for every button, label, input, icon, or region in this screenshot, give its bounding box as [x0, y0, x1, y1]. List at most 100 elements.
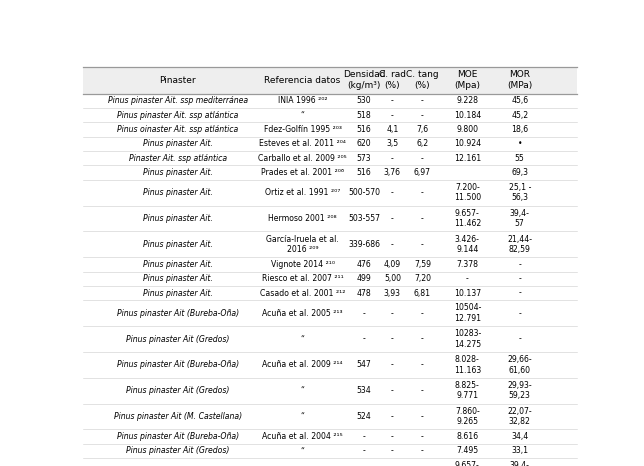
- Text: 518: 518: [357, 110, 372, 120]
- Text: 3,5: 3,5: [386, 139, 399, 148]
- Text: -: -: [391, 240, 394, 249]
- Text: 45,6: 45,6: [511, 96, 528, 105]
- Text: 4,1: 4,1: [386, 125, 399, 134]
- Text: Pinus pinaster Ait.: Pinus pinaster Ait.: [143, 214, 213, 223]
- Text: 524: 524: [357, 412, 372, 421]
- Text: 3.426-
9.144: 3.426- 9.144: [455, 234, 480, 254]
- Text: 573: 573: [357, 154, 372, 163]
- Text: 7.495: 7.495: [456, 446, 478, 455]
- Text: Hermoso 2001 ²⁰⁸: Hermoso 2001 ²⁰⁸: [269, 214, 337, 223]
- Text: 503-557: 503-557: [348, 214, 380, 223]
- Text: -: -: [421, 386, 424, 395]
- Text: 10283-
14.275: 10283- 14.275: [453, 329, 481, 349]
- Text: 478: 478: [357, 288, 372, 298]
- Text: 10.184: 10.184: [453, 110, 481, 120]
- Text: 530: 530: [357, 96, 372, 105]
- Text: -: -: [391, 432, 394, 441]
- Text: 10504-
12.791: 10504- 12.791: [453, 303, 481, 323]
- Text: Ortiz et al. 1991 ²⁰⁷: Ortiz et al. 1991 ²⁰⁷: [265, 188, 340, 197]
- Text: -: -: [421, 412, 424, 421]
- Text: Prades et al. 2001 ²⁰⁶: Prades et al. 2001 ²⁰⁶: [261, 168, 344, 177]
- Text: -: -: [518, 288, 521, 298]
- Text: -: -: [421, 335, 424, 343]
- Text: 55: 55: [515, 154, 525, 163]
- Text: 39,4-
57: 39,4- 57: [510, 461, 529, 466]
- Text: Pinus pinaster Ait.: Pinus pinaster Ait.: [143, 188, 213, 197]
- Text: 9.800: 9.800: [457, 125, 478, 134]
- Text: Pinus pinaster Ait (Bureba-Oña): Pinus pinaster Ait (Bureba-Oña): [117, 432, 239, 441]
- Text: 8.616: 8.616: [456, 432, 478, 441]
- Text: -: -: [391, 214, 394, 223]
- Text: MOR
(MPa): MOR (MPa): [507, 70, 533, 90]
- Text: -: -: [363, 432, 365, 441]
- Text: -: -: [363, 446, 365, 455]
- Text: Carballo et al. 2009 ²⁰⁵: Carballo et al. 2009 ²⁰⁵: [258, 154, 347, 163]
- Text: 8.825-
9.771: 8.825- 9.771: [455, 381, 480, 400]
- Text: 29,93-
59,23: 29,93- 59,23: [507, 381, 532, 400]
- Text: -: -: [421, 446, 424, 455]
- Text: -: -: [518, 274, 521, 283]
- Text: -: -: [421, 240, 424, 249]
- Text: C. tang
(%): C. tang (%): [406, 70, 439, 90]
- Text: Pinaster Ait. ssp atlántica: Pinaster Ait. ssp atlántica: [129, 154, 227, 163]
- Text: Referencia datos: Referencia datos: [265, 75, 341, 85]
- Text: -: -: [391, 154, 394, 163]
- Text: 516: 516: [357, 168, 372, 177]
- Text: Acuña et al. 2004 ²¹⁵: Acuña et al. 2004 ²¹⁵: [262, 432, 343, 441]
- Text: 7.200-
11.500: 7.200- 11.500: [454, 183, 481, 202]
- Text: -: -: [421, 110, 424, 120]
- Text: Pinus pinaster Ait (Gredos): Pinus pinaster Ait (Gredos): [126, 335, 229, 343]
- Text: Acuña et al. 2009 ²¹⁴: Acuña et al. 2009 ²¹⁴: [262, 360, 343, 370]
- Text: Pinus pinaster Ait. ssp atlántica: Pinus pinaster Ait. ssp atlántica: [117, 110, 238, 120]
- Text: 7,20: 7,20: [414, 274, 431, 283]
- Text: 10.924: 10.924: [454, 139, 481, 148]
- Text: -: -: [421, 308, 424, 318]
- Text: -: -: [391, 188, 394, 197]
- Text: 22,07-
32,82: 22,07- 32,82: [507, 407, 532, 426]
- Text: 499: 499: [357, 274, 372, 283]
- Text: 69,3: 69,3: [511, 168, 528, 177]
- Text: Pinus pinaster Ait (Gredos): Pinus pinaster Ait (Gredos): [126, 446, 229, 455]
- Text: -: -: [391, 335, 394, 343]
- Text: -: -: [391, 110, 394, 120]
- Text: Pinus pinaster Ait (Bureba-Oña): Pinus pinaster Ait (Bureba-Oña): [117, 308, 239, 318]
- Text: 6,97: 6,97: [414, 168, 431, 177]
- Text: 4,09: 4,09: [384, 260, 401, 269]
- Text: Pinaster: Pinaster: [160, 75, 196, 85]
- Text: -: -: [363, 335, 365, 343]
- Text: “: “: [301, 335, 305, 343]
- Text: 8.028-
11.163: 8.028- 11.163: [453, 355, 481, 375]
- Text: Casado et al. 2001 ²¹²: Casado et al. 2001 ²¹²: [260, 288, 345, 298]
- Text: Pinus pinaster Ait.: Pinus pinaster Ait.: [143, 260, 213, 269]
- Text: -: -: [391, 96, 394, 105]
- Text: Densidad
(kg/m³): Densidad (kg/m³): [343, 70, 385, 90]
- Text: 45,2: 45,2: [511, 110, 528, 120]
- Text: 7,59: 7,59: [414, 260, 431, 269]
- Text: 339-686: 339-686: [348, 240, 380, 249]
- Text: García-Iruela et al.
2016 ²⁰⁹: García-Iruela et al. 2016 ²⁰⁹: [266, 234, 339, 254]
- Text: 29,66-
61,60: 29,66- 61,60: [507, 355, 532, 375]
- Text: 620: 620: [357, 139, 372, 148]
- Text: 9.657-
11.462: 9.657- 11.462: [453, 461, 481, 466]
- Text: -: -: [421, 360, 424, 370]
- Text: -: -: [518, 260, 521, 269]
- Text: -: -: [421, 96, 424, 105]
- Text: MOE
(Mpa): MOE (Mpa): [454, 70, 480, 90]
- Text: Riesco et al. 2007 ²¹¹: Riesco et al. 2007 ²¹¹: [261, 274, 343, 283]
- Text: “: “: [301, 412, 305, 421]
- Text: 25,1 -
56,3: 25,1 - 56,3: [509, 183, 531, 202]
- Text: 10.137: 10.137: [454, 288, 481, 298]
- Text: -: -: [421, 432, 424, 441]
- Text: 33,1: 33,1: [511, 446, 528, 455]
- Text: -: -: [391, 386, 394, 395]
- Text: 7,6: 7,6: [416, 125, 428, 134]
- Text: Esteves et al. 2011 ²⁰⁴: Esteves et al. 2011 ²⁰⁴: [259, 139, 346, 148]
- Text: 500-570: 500-570: [348, 188, 380, 197]
- Text: C. rad
(%): C. rad (%): [379, 70, 406, 90]
- Text: -: -: [421, 214, 424, 223]
- Text: 6,2: 6,2: [416, 139, 428, 148]
- Text: 21,44-
82,59: 21,44- 82,59: [507, 234, 532, 254]
- Text: “: “: [301, 110, 305, 120]
- Text: •: •: [518, 139, 522, 148]
- Text: -: -: [466, 274, 469, 283]
